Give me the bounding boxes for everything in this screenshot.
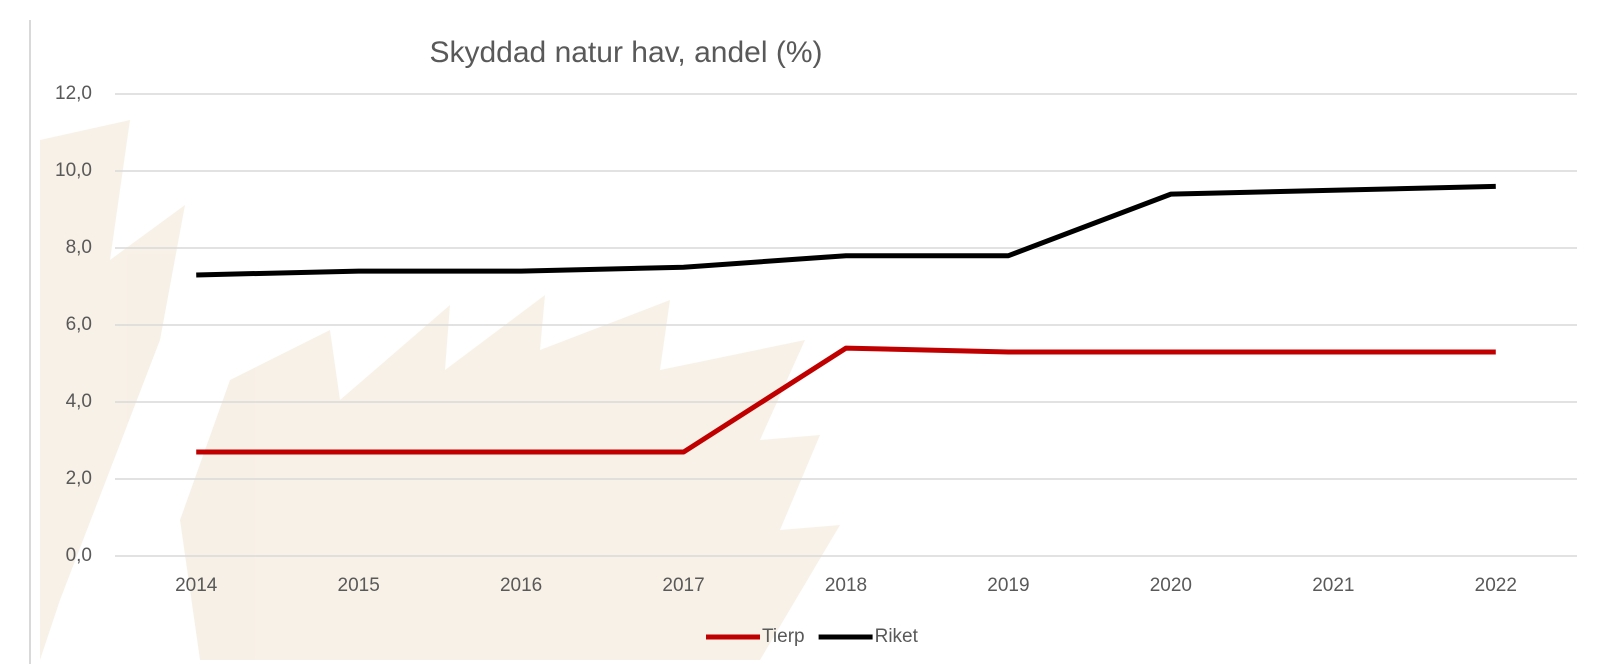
- x-tick-label: 2018: [825, 575, 867, 596]
- y-tick-label: 10,0: [55, 160, 92, 181]
- x-tick-label: 2022: [1475, 575, 1517, 596]
- series-line: [196, 186, 1496, 275]
- y-tick-label: 4,0: [66, 391, 92, 412]
- x-tick-label: 2014: [175, 575, 218, 596]
- y-tick-label: 8,0: [66, 237, 92, 258]
- legend-label: Riket: [875, 626, 919, 647]
- y-tick-label: 0,0: [66, 545, 92, 566]
- x-tick-label: 2015: [338, 575, 380, 596]
- y-tick-label: 12,0: [55, 83, 92, 104]
- x-tick-label: 2019: [987, 575, 1029, 596]
- x-tick-label: 2017: [662, 575, 704, 596]
- background-decoration: [40, 120, 840, 660]
- x-tick-label: 2020: [1150, 575, 1192, 596]
- x-tick-label: 2016: [500, 575, 542, 596]
- chart: Skyddad natur hav, andel (%) TierpRiket …: [0, 0, 1613, 664]
- y-tick-label: 2,0: [66, 468, 92, 489]
- legend-label: Tierp: [762, 626, 805, 647]
- y-tick-label: 6,0: [66, 314, 92, 335]
- x-tick-label: 2021: [1312, 575, 1354, 596]
- chart-title: Skyddad natur hav, andel (%): [429, 36, 822, 69]
